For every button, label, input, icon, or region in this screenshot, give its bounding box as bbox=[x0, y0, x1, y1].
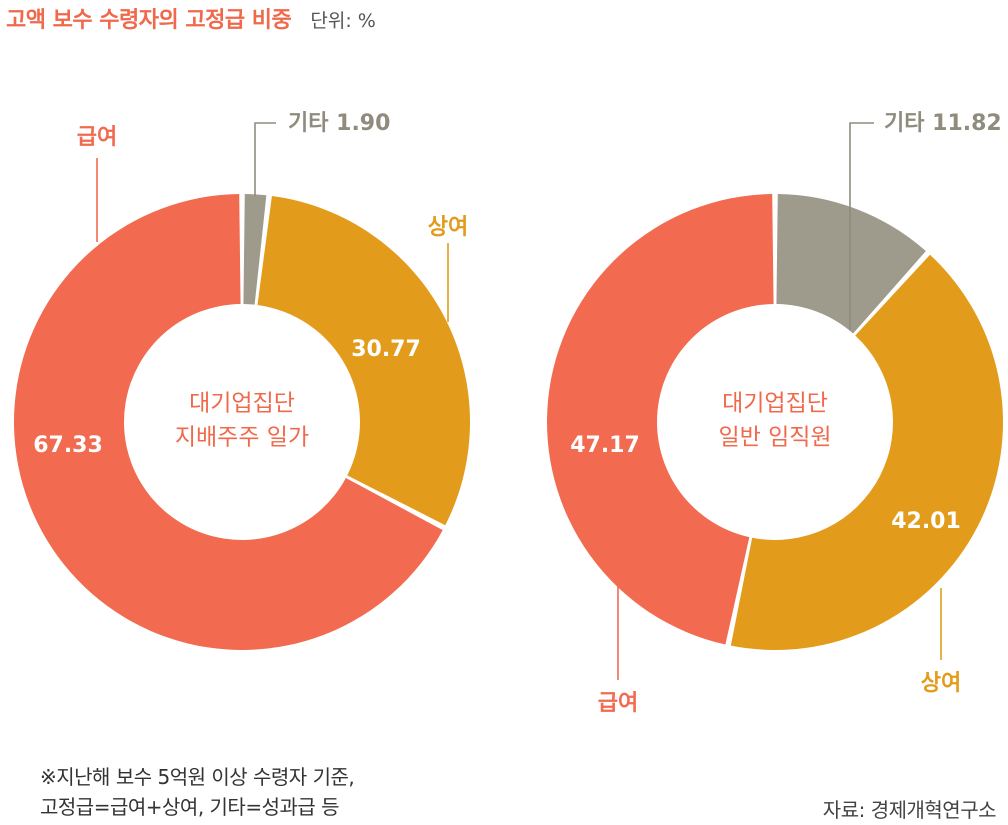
donut-slice-2-2 bbox=[730, 254, 1003, 650]
chart-header: 고액 보수 수령자의 고정급 비중 단위: % bbox=[6, 2, 376, 34]
center-label-1-2: 지배주주 일가 bbox=[175, 425, 309, 451]
donut-slice-2-3 bbox=[547, 194, 774, 645]
category-label-2-2: 상여 bbox=[921, 671, 961, 696]
category-label-1-3: 급여 bbox=[77, 125, 117, 150]
footnote: ※지난해 보수 5억원 이상 수령자 기준, 고정급=급여+상여, 기타=성과급… bbox=[40, 762, 355, 822]
source-label: 자료: 경제개혁연구소 bbox=[822, 798, 997, 822]
chart-title: 고액 보수 수령자의 고정급 비중 bbox=[6, 8, 292, 33]
donut-slice-1-1 bbox=[243, 194, 267, 305]
leader-line-2-1 bbox=[849, 122, 874, 330]
value-label-2-2: 42.01 bbox=[891, 509, 961, 534]
value-label-1-3: 67.33 bbox=[33, 433, 103, 458]
center-label-2-1: 대기업집단 bbox=[722, 391, 828, 417]
leader-line-1-1 bbox=[254, 122, 276, 196]
footnote-line-1: ※지난해 보수 5억원 이상 수령자 기준, bbox=[40, 765, 355, 789]
value-label-2-3: 47.17 bbox=[570, 433, 640, 458]
unit-label: 단위: % bbox=[310, 10, 376, 32]
donut-slice-2-1 bbox=[776, 194, 926, 334]
donut-slice-1-3 bbox=[13, 194, 443, 650]
donut-slice-1-2 bbox=[257, 195, 470, 526]
category-label-2-1: 기타 11.82 bbox=[884, 111, 1002, 136]
category-label-1-1: 기타 1.90 bbox=[288, 111, 390, 136]
center-label-2-2: 일반 임직원 bbox=[718, 425, 831, 451]
center-label-1-1: 대기업집단 bbox=[189, 391, 295, 417]
value-label-1-2: 30.77 bbox=[351, 337, 421, 362]
category-label-1-2: 상여 bbox=[428, 215, 468, 240]
footnote-line-2: 고정급=급여+상여, 기타=성과급 등 bbox=[40, 795, 340, 819]
category-label-2-3: 급여 bbox=[598, 691, 638, 716]
